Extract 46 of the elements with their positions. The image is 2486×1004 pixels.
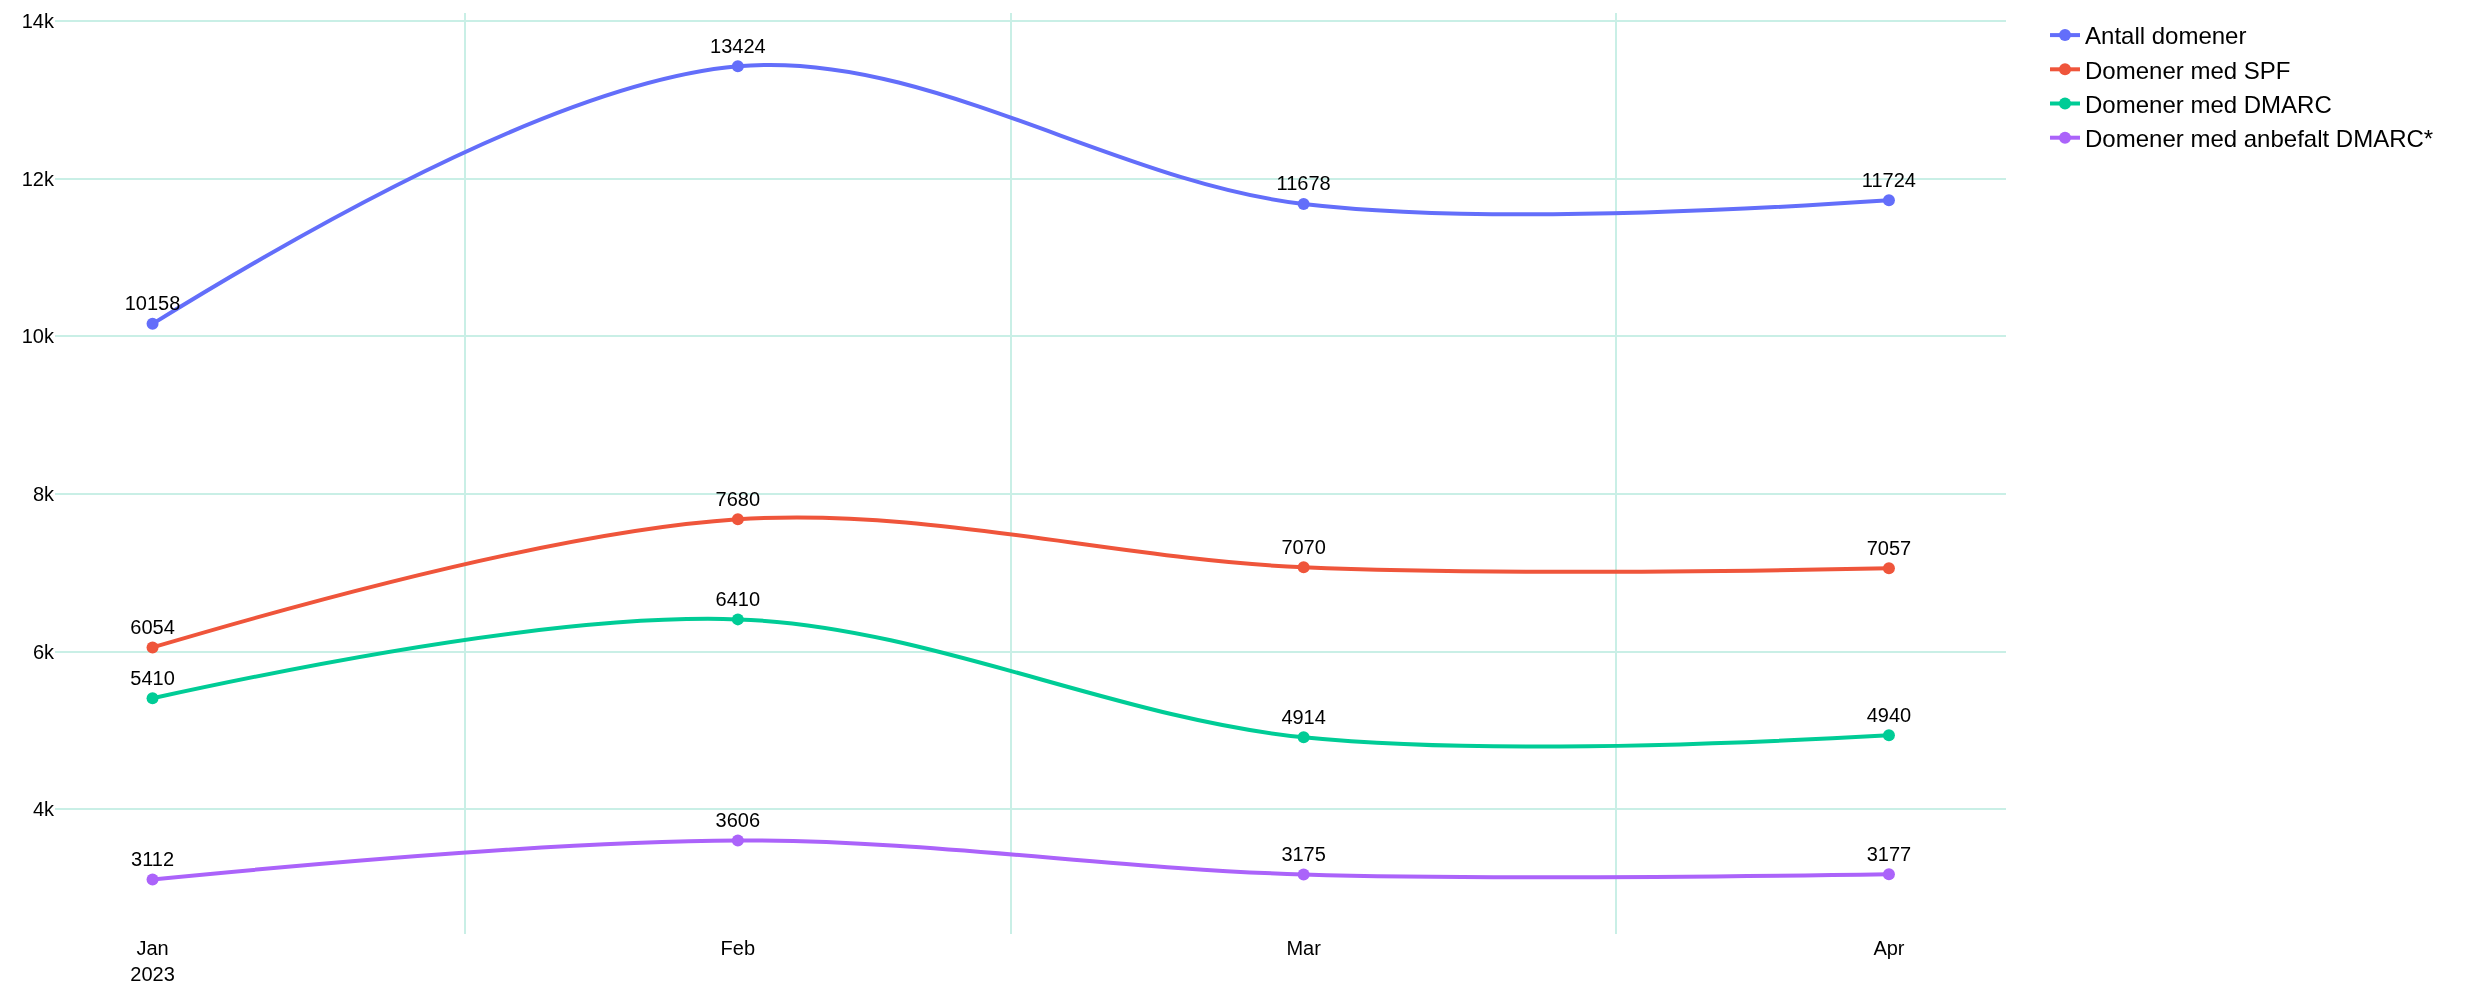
x-tick-label: Mar [1286,937,1322,959]
point [731,60,744,73]
point [1297,561,1310,574]
legend-label: Domener med DMARC [2085,90,2332,118]
data-label: 11678 [1276,172,1331,195]
point [146,692,159,705]
point [731,834,744,847]
point [1297,197,1310,210]
y-tick-label: 8k [32,483,55,505]
point [1882,562,1895,575]
data-label: 6054 [130,615,175,638]
x-tick-label: Apr [1873,937,1905,959]
data-label: 11724 [1861,168,1917,191]
point [1882,868,1895,881]
y-tick-label: 12k [21,167,55,190]
y-tick-label: 10k [21,325,55,348]
data-label: 3112 [131,847,175,870]
data-label: 4940 [1866,703,1912,726]
point [146,641,159,654]
point [1882,194,1895,207]
point [1882,729,1895,742]
point [146,873,159,886]
data-label: 6410 [715,587,761,610]
legend-label: Antall domener [2085,22,2247,50]
point [731,513,744,526]
data-label: 13424 [710,34,766,57]
x-tick-label: Feb [720,937,756,959]
point [1297,731,1310,744]
point [146,317,159,330]
data-label: 7057 [1866,536,1912,559]
y-tick-label: 6k [32,640,55,663]
legend-label: Domener med SPF [2085,56,2291,84]
data-label: 7680 [715,487,761,510]
y-tick-label: 14k [21,9,55,32]
data-label: 7070 [1281,535,1326,558]
point [731,613,744,626]
data-label: 3606 [715,808,761,831]
data-label: 3177 [1866,842,1912,865]
legend-label: Domener med anbefalt DMARC* [2085,125,2434,153]
x-tick-label: Jan 2023 [130,937,175,985]
data-label: 3175 [1281,842,1326,865]
data-label: 4914 [1281,705,1326,728]
y-tick-label: 4k [32,798,55,821]
data-label: 10158 [124,292,181,315]
data-label: 5410 [130,666,175,689]
point [1297,868,1310,881]
